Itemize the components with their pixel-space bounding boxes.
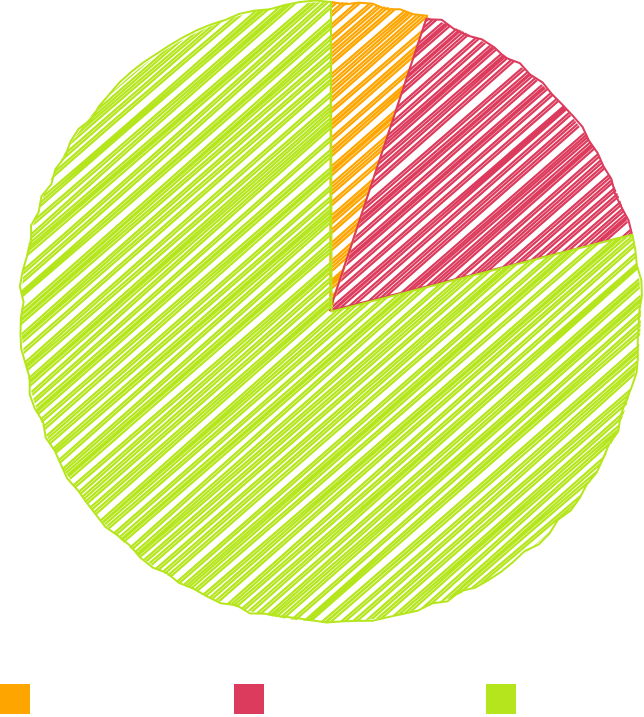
pie-slice-2 <box>328 17 634 312</box>
pie-slice-3-outline <box>18 0 643 624</box>
pie-slice-1-outline <box>328 0 429 312</box>
legend-swatch-3 <box>486 684 516 714</box>
legend-item-3 <box>486 684 522 714</box>
pie-slice-2-outline <box>328 18 634 312</box>
legend-item-2 <box>234 684 270 714</box>
legend <box>0 684 644 717</box>
legend-item-1 <box>0 684 36 714</box>
legend-swatch-1 <box>0 684 30 714</box>
legend-swatch-2 <box>234 684 264 714</box>
pie-slice-1 <box>328 0 429 312</box>
